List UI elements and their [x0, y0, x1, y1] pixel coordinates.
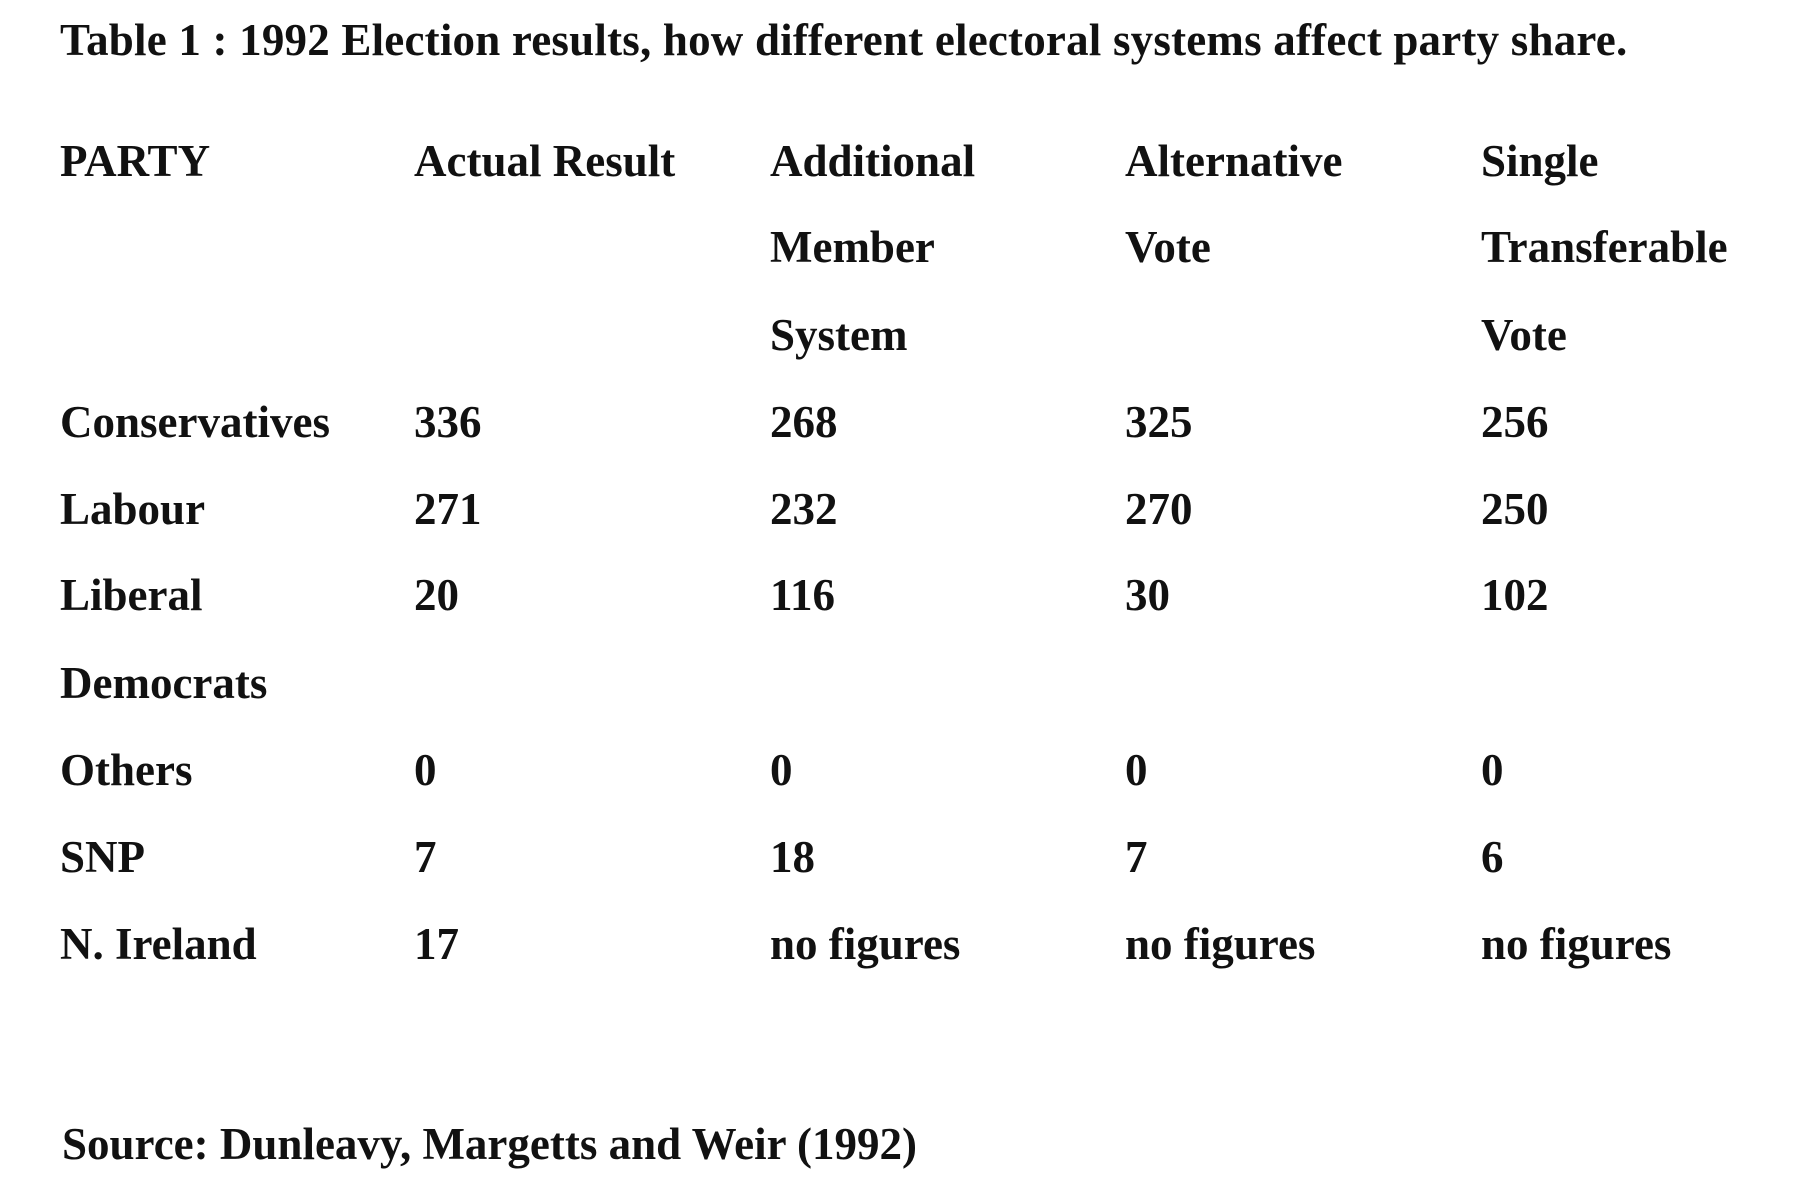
cell-actual: 7 [414, 832, 437, 882]
header-actual-result: Actual Result [414, 136, 676, 186]
cell-party: Others [60, 745, 193, 795]
cell-actual: 336 [414, 397, 482, 447]
cell-stv: 102 [1481, 570, 1549, 620]
cell-ams: 18 [770, 832, 815, 882]
source-note: Source: Dunleavy, Margetts and Weir (199… [62, 1119, 917, 1169]
cell-ams: 116 [770, 570, 836, 620]
header-stv-line-1: Single [1481, 136, 1599, 186]
cell-av: 270 [1125, 484, 1193, 534]
cell-actual: 271 [414, 484, 482, 534]
cell-av: 0 [1125, 745, 1148, 795]
cell-av: no figures [1125, 919, 1316, 969]
header-stv-line-2: Transferable [1481, 222, 1728, 272]
cell-actual: 0 [414, 745, 437, 795]
cell-stv: no figures [1481, 919, 1672, 969]
cell-av: 325 [1125, 397, 1193, 447]
cell-ams: 0 [770, 745, 793, 795]
cell-party: Labour [60, 484, 206, 534]
cell-stv: 250 [1481, 484, 1549, 534]
table-title: Table 1 : 1992 Election results, how dif… [60, 15, 1628, 65]
cell-party: SNP [60, 832, 146, 882]
header-stv-line-3: Vote [1481, 310, 1567, 360]
cell-ams: 232 [770, 484, 838, 534]
cell-ams: no figures [770, 919, 961, 969]
cell-party: N. Ireland [60, 919, 257, 969]
cell-party-line-2: Democrats [60, 658, 268, 708]
cell-av: 30 [1125, 570, 1170, 620]
cell-party: Conservatives [60, 397, 330, 447]
cell-actual: 20 [414, 570, 459, 620]
cell-actual: 17 [414, 919, 459, 969]
cell-ams: 268 [770, 397, 838, 447]
header-ams-line-1: Additional [770, 136, 976, 186]
cell-party: Liberal [60, 570, 203, 620]
header-ams-line-2: Member [770, 222, 935, 272]
header-av-line-2: Vote [1125, 222, 1211, 272]
cell-stv: 0 [1481, 745, 1504, 795]
cell-stv: 6 [1481, 832, 1504, 882]
cell-av: 7 [1125, 832, 1148, 882]
cell-stv: 256 [1481, 397, 1549, 447]
header-party: PARTY [60, 136, 211, 186]
header-ams-line-3: System [770, 310, 908, 360]
header-av-line-1: Alternative [1125, 136, 1343, 186]
